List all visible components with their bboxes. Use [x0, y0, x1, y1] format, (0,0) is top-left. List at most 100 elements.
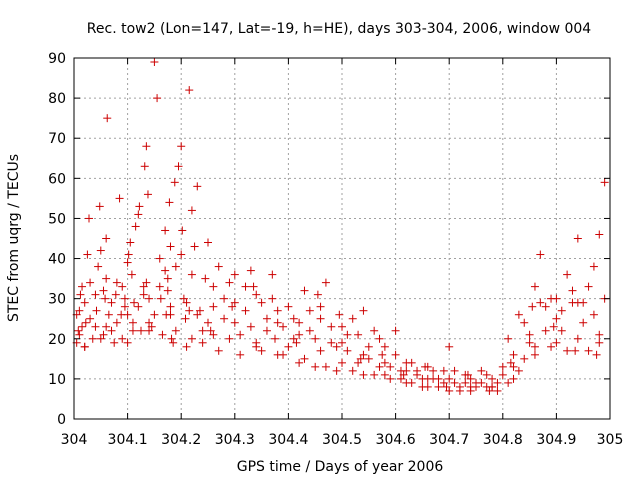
data-point [225, 334, 234, 343]
data-point [76, 290, 85, 299]
data-point [370, 326, 379, 335]
data-point [257, 298, 266, 307]
data-point [493, 378, 502, 387]
data-point [107, 298, 116, 307]
data-point [169, 338, 178, 347]
data-point [153, 94, 162, 103]
data-point [182, 298, 191, 307]
data-point [206, 326, 215, 335]
data-point [201, 274, 210, 283]
data-point [246, 266, 255, 275]
data-point [284, 342, 293, 351]
data-point [509, 374, 518, 383]
data-point [75, 306, 84, 315]
data-point [220, 294, 229, 303]
data-point [102, 274, 111, 283]
data-point [311, 334, 320, 343]
x-tick-label: 304.5 [322, 432, 362, 448]
data-point [461, 378, 470, 387]
data-point [102, 322, 111, 331]
data-point [321, 362, 330, 371]
data-point [262, 314, 271, 323]
data-point [338, 322, 346, 331]
data-point [541, 302, 550, 311]
data-point [450, 366, 459, 375]
data-point [530, 350, 539, 359]
data-point [321, 278, 330, 287]
data-point [150, 310, 159, 319]
data-point [573, 298, 582, 307]
data-point [167, 334, 176, 343]
data-point [190, 242, 199, 251]
y-tick-label: 50 [48, 211, 66, 227]
data-point [163, 274, 172, 283]
data-point [101, 294, 110, 303]
data-point [155, 254, 164, 263]
data-point [273, 306, 282, 315]
data-point [83, 250, 92, 259]
data-point [434, 374, 443, 383]
data-point [530, 342, 539, 351]
data-points [72, 58, 609, 395]
data-point [198, 326, 207, 335]
data-point [375, 362, 384, 371]
data-point [305, 326, 314, 335]
data-point [354, 358, 363, 367]
data-point [402, 366, 411, 375]
data-point [434, 382, 443, 391]
data-point [380, 370, 389, 379]
data-point [399, 370, 408, 379]
data-point [327, 338, 336, 347]
y-tick-label: 70 [48, 131, 66, 147]
data-point [547, 342, 556, 351]
data-point [573, 334, 582, 343]
data-point [147, 322, 156, 331]
data-point [118, 282, 127, 291]
data-point [187, 334, 196, 343]
data-point [198, 338, 207, 347]
data-point [589, 310, 598, 319]
data-point [477, 378, 486, 387]
data-point [273, 350, 282, 359]
axis-ticks [73, 57, 611, 420]
data-point [142, 142, 151, 151]
data-point [86, 278, 95, 287]
data-point [177, 142, 186, 151]
data-point [445, 374, 454, 383]
data-point [284, 302, 293, 311]
data-point [246, 322, 255, 331]
data-point [139, 282, 148, 291]
data-point [396, 374, 405, 383]
data-point [179, 294, 188, 303]
data-point [230, 318, 239, 327]
data-point [166, 242, 175, 251]
y-tick-label: 80 [48, 91, 66, 107]
data-point [295, 330, 304, 339]
data-point [429, 366, 438, 375]
data-point [143, 190, 152, 199]
data-point [171, 262, 180, 271]
data-point [166, 310, 175, 319]
data-point [209, 330, 218, 339]
data-point [504, 378, 513, 387]
data-point [547, 294, 556, 303]
data-point [552, 338, 561, 347]
data-point [145, 326, 154, 335]
data-point [74, 326, 83, 335]
data-point [174, 162, 183, 171]
y-axis-title: STEC from uqrg / TECUs [6, 154, 22, 322]
data-point [356, 354, 365, 363]
data-point [127, 270, 136, 279]
data-point [96, 246, 105, 255]
data-point [131, 222, 140, 231]
data-point [571, 346, 580, 355]
data-point [579, 318, 588, 327]
data-point [359, 306, 368, 315]
data-point [166, 302, 175, 311]
data-point [338, 338, 346, 347]
data-point [445, 342, 454, 351]
x-tick-label: 304.6 [376, 432, 416, 448]
data-point [112, 278, 121, 287]
data-point [552, 314, 561, 323]
